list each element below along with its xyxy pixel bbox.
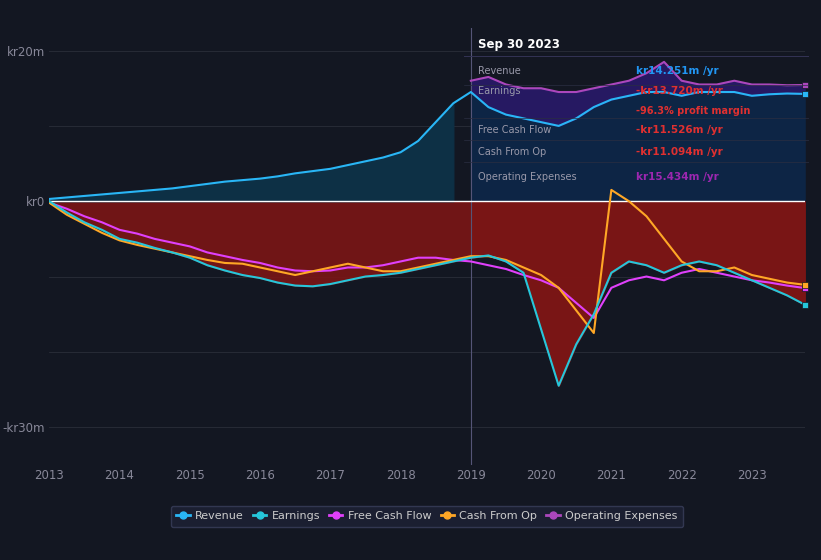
- Text: Revenue: Revenue: [478, 66, 521, 76]
- Text: Cash From Op: Cash From Op: [478, 147, 546, 157]
- Text: Operating Expenses: Operating Expenses: [478, 172, 576, 182]
- Text: Sep 30 2023: Sep 30 2023: [478, 38, 560, 50]
- Text: -kr13.720m /yr: -kr13.720m /yr: [636, 86, 723, 96]
- Text: -kr11.094m /yr: -kr11.094m /yr: [636, 147, 723, 157]
- Text: Free Cash Flow: Free Cash Flow: [478, 125, 551, 135]
- Text: -kr11.526m /yr: -kr11.526m /yr: [636, 125, 723, 135]
- Text: Earnings: Earnings: [478, 86, 521, 96]
- Text: -96.3% profit margin: -96.3% profit margin: [636, 106, 750, 116]
- Text: kr15.434m /yr: kr15.434m /yr: [636, 172, 719, 182]
- Legend: Revenue, Earnings, Free Cash Flow, Cash From Op, Operating Expenses: Revenue, Earnings, Free Cash Flow, Cash …: [171, 506, 683, 527]
- Text: kr14.251m /yr: kr14.251m /yr: [636, 66, 719, 76]
